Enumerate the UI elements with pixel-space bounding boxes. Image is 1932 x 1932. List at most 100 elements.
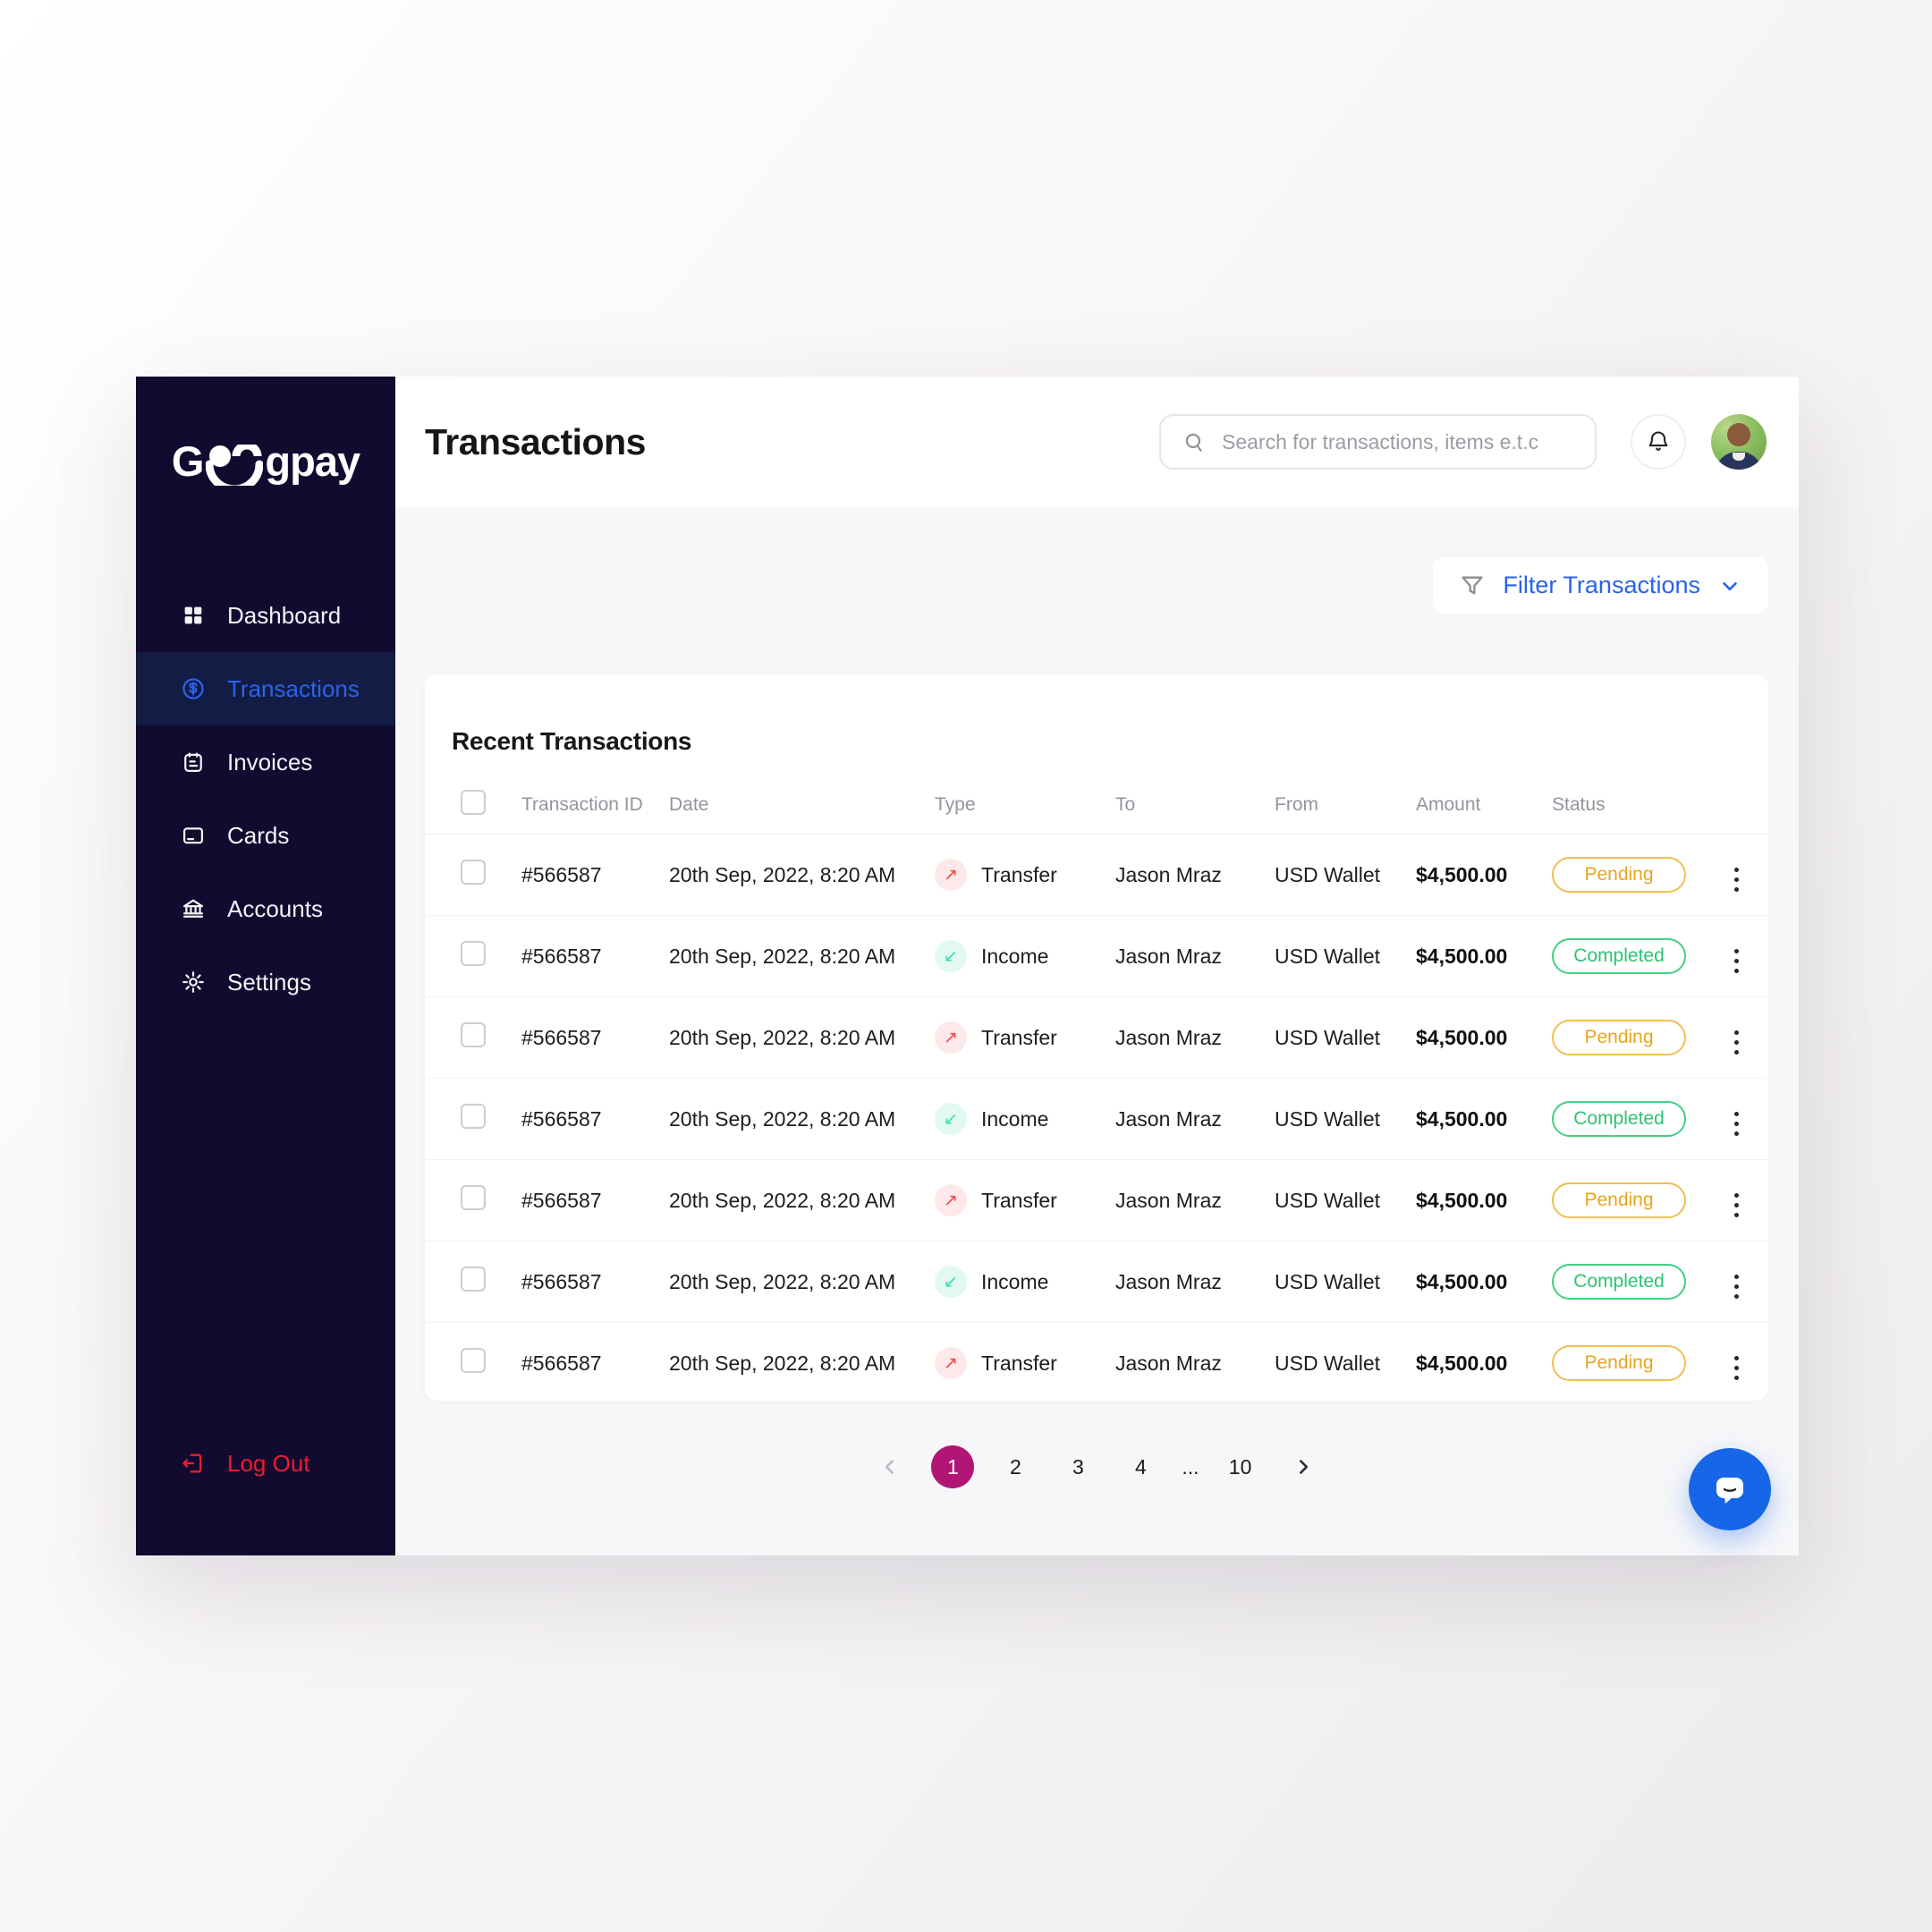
sidebar-item-cards[interactable]: Cards [136, 799, 395, 872]
sidebar-item-invoices[interactable]: Invoices [136, 725, 395, 799]
row-checkbox[interactable] [461, 1022, 486, 1048]
chat-bubble-icon [1709, 1469, 1750, 1510]
type-label: Transfer [981, 1188, 1057, 1212]
cell-date: 20th Sep, 2022, 8:20 AM [669, 1351, 896, 1375]
content-area: Filter Transactions Recent Transactions … [395, 507, 1799, 1555]
column-header: Transaction ID [521, 794, 643, 816]
row-checkbox[interactable] [461, 1185, 486, 1211]
dashboard-grid-icon [181, 603, 206, 628]
arrow-down-left-icon: ↙ [935, 1266, 967, 1299]
funnel-icon [1460, 573, 1485, 598]
row-actions-menu[interactable] [1729, 1106, 1744, 1141]
bank-icon [181, 896, 206, 921]
arrow-down-left-icon: ↙ [935, 940, 967, 973]
bell-icon [1646, 429, 1671, 454]
type-label: Income [981, 944, 1049, 968]
cell-transaction-id: #566587 [521, 944, 602, 968]
type-label: Income [981, 1106, 1049, 1131]
cell-type: ↗ Transfer [935, 1184, 1115, 1217]
type-label: Transfer [981, 862, 1057, 886]
row-checkbox[interactable] [461, 1104, 486, 1130]
row-checkbox[interactable] [461, 860, 486, 886]
sidebar-item-settings[interactable]: Settings [136, 945, 395, 1019]
chevron-right-icon [1292, 1455, 1315, 1479]
cell-from: USD Wallet [1275, 944, 1380, 968]
cell-date: 20th Sep, 2022, 8:20 AM [669, 944, 896, 968]
cell-from: USD Wallet [1275, 1106, 1380, 1131]
search-icon [1182, 430, 1206, 453]
cell-from: USD Wallet [1275, 1188, 1380, 1212]
brand-suffix: gpay [265, 436, 360, 485]
column-header: Amount [1416, 794, 1481, 816]
cell-transaction-id: #566587 [521, 1269, 602, 1293]
column-header: Status [1552, 794, 1606, 816]
logout-button[interactable]: Log Out [136, 1427, 395, 1500]
table-row: #566587 20th Sep, 2022, 8:20 AM ↙ Income Jas… [425, 1241, 1768, 1324]
cell-date: 20th Sep, 2022, 8:20 AM [669, 1188, 896, 1212]
cell-transaction-id: #566587 [521, 1106, 602, 1131]
user-avatar[interactable] [1711, 414, 1767, 470]
pagination-page-2[interactable]: 2 [994, 1445, 1037, 1488]
status-badge: Pending [1552, 1020, 1686, 1056]
row-checkbox[interactable] [461, 941, 486, 967]
pagination-next-button[interactable] [1282, 1445, 1325, 1488]
column-header: Date [669, 794, 709, 816]
table-row: #566587 20th Sep, 2022, 8:20 AM ↗ Transfer J… [425, 835, 1768, 917]
row-actions-menu[interactable] [1729, 862, 1744, 897]
cell-amount: $4,500.00 [1416, 862, 1508, 886]
search-input[interactable] [1220, 428, 1586, 455]
sidebar-item-dashboard[interactable]: Dashboard [136, 579, 395, 652]
sidebar-item-label: Transactions [227, 674, 360, 702]
row-checkbox[interactable] [461, 1348, 486, 1374]
type-label: Transfer [981, 1351, 1057, 1375]
pagination-page-1[interactable]: 1 [931, 1445, 975, 1488]
notifications-button[interactable] [1631, 414, 1686, 470]
filter-transactions-button[interactable]: Filter Transactions [1433, 557, 1768, 614]
brand-prefix: G [171, 436, 205, 485]
cell-amount: $4,500.00 [1416, 944, 1508, 968]
cell-to: Jason Mraz [1115, 1025, 1222, 1049]
sidebar-item-transactions[interactable]: Transactions [136, 652, 395, 725]
status-badge: Completed [1552, 938, 1686, 975]
row-actions-menu[interactable] [1729, 1269, 1744, 1304]
cell-date: 20th Sep, 2022, 8:20 AM [669, 1025, 896, 1049]
pagination-prev-button[interactable] [869, 1445, 911, 1488]
chat-launcher-button[interactable] [1689, 1448, 1771, 1530]
pagination-page-3[interactable]: 3 [1056, 1445, 1099, 1488]
row-actions-menu[interactable] [1729, 1025, 1744, 1060]
row-actions-menu[interactable] [1729, 944, 1744, 979]
row-actions-menu[interactable] [1729, 1351, 1744, 1385]
row-checkbox[interactable] [461, 1267, 486, 1292]
table-body: #566587 20th Sep, 2022, 8:20 AM ↗ Transfer J… [425, 835, 1768, 1403]
cell-date: 20th Sep, 2022, 8:20 AM [669, 1269, 896, 1293]
cell-amount: $4,500.00 [1416, 1269, 1508, 1293]
table-row: #566587 20th Sep, 2022, 8:20 AM ↗ Transfer J… [425, 1323, 1768, 1403]
chevron-left-icon [878, 1455, 902, 1479]
pagination-page-10[interactable]: 10 [1219, 1445, 1262, 1488]
sidebar-item-label: Cards [227, 821, 290, 849]
search-bar[interactable] [1159, 414, 1597, 470]
status-badge: Completed [1552, 1101, 1686, 1138]
cell-from: USD Wallet [1275, 1025, 1380, 1049]
cell-to: Jason Mraz [1115, 944, 1222, 968]
invoice-icon [181, 750, 206, 775]
cell-type: ↙ Income [935, 940, 1115, 973]
cell-transaction-id: #566587 [521, 1025, 602, 1049]
row-actions-menu[interactable] [1729, 1188, 1744, 1223]
cell-to: Jason Mraz [1115, 1106, 1222, 1131]
logout-icon [181, 1451, 206, 1476]
sidebar-item-accounts[interactable]: Accounts [136, 872, 395, 945]
cell-transaction-id: #566587 [521, 1188, 602, 1212]
type-label: Income [981, 1269, 1049, 1293]
cell-from: USD Wallet [1275, 1269, 1380, 1293]
cell-to: Jason Mraz [1115, 862, 1222, 886]
cell-transaction-id: #566587 [521, 1351, 602, 1375]
column-header: To [1115, 794, 1136, 816]
select-all-checkbox[interactable] [461, 790, 486, 816]
cell-date: 20th Sep, 2022, 8:20 AM [669, 862, 896, 886]
cell-to: Jason Mraz [1115, 1269, 1222, 1293]
pagination-page-4[interactable]: 4 [1119, 1445, 1162, 1488]
table-title: Recent Transactions [452, 727, 692, 756]
dollar-circle-icon [181, 676, 206, 701]
cell-type: ↙ Income [935, 1266, 1115, 1299]
